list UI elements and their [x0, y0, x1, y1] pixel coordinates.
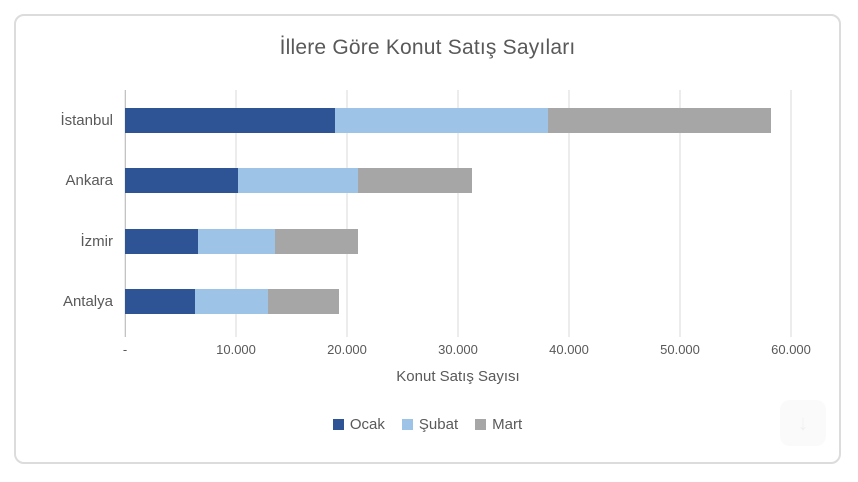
bar-segment-ocak: [125, 228, 199, 254]
bar-row: [125, 272, 791, 333]
x-tick-label: 30.000: [438, 342, 478, 357]
bar-rows: [125, 90, 791, 332]
legend-marker-icon: [332, 419, 344, 430]
category-label: İstanbul: [60, 111, 113, 129]
bar-segment-şubat: [238, 168, 359, 194]
legend-label: Ocak: [349, 416, 385, 433]
legend-item-mart: Mart: [475, 416, 522, 433]
x-tick-label: -: [122, 342, 128, 357]
bar-segment-şubat: [194, 289, 269, 315]
plot-area: [124, 90, 792, 337]
bar-segment-şubat: [198, 228, 275, 254]
gridline: [457, 90, 459, 337]
bar-segment-şubat: [334, 107, 548, 133]
x-tick-label: 20.000: [327, 342, 367, 357]
legend-label: Şubat: [418, 416, 459, 433]
gridline: [346, 90, 348, 337]
x-tick-label: 10.000: [216, 342, 256, 357]
gridline: [790, 90, 792, 337]
bar-segment-ocak: [125, 107, 335, 133]
ghost-download-icon: ↓: [780, 400, 826, 446]
category-label: İzmir: [80, 232, 114, 250]
legend: Ocak Şubat Mart: [16, 416, 839, 433]
bar-segment-mart: [274, 228, 359, 254]
legend-marker-icon: [475, 419, 487, 430]
bar-row: [125, 211, 791, 272]
chart-title: İllere Göre Konut Satış Sayıları: [279, 36, 576, 59]
x-tick-label: 60.000: [771, 342, 811, 357]
legend-item-ocak: Ocak: [332, 416, 385, 433]
bar-stack: [125, 107, 791, 133]
x-axis-title: Konut Satış Sayısı: [396, 368, 520, 385]
bar-segment-mart: [268, 289, 340, 315]
x-tick-label: 50.000: [660, 342, 700, 357]
legend-item-şubat: Şubat: [401, 416, 459, 433]
bar-segment-ocak: [125, 289, 195, 315]
legend-marker-icon: [401, 419, 413, 430]
bar-stack: [125, 289, 791, 315]
category-label: Ankara: [65, 172, 113, 190]
x-tick-label: 40.000: [549, 342, 589, 357]
bar-row: [125, 90, 791, 151]
bar-segment-ocak: [125, 168, 239, 194]
legend-label: Mart: [492, 416, 523, 433]
chart-frame: İllere Göre Konut Satış Sayıları İstanbu…: [14, 14, 841, 464]
gridline: [568, 90, 570, 337]
gridline: [235, 90, 237, 337]
y-axis-category-labels: İstanbul Ankara İzmir Antalya: [16, 90, 113, 332]
x-axis-tick-labels: - 10.000 20.000 30.000 40.000 50.000 60.000: [122, 342, 811, 358]
bar-segment-mart: [547, 107, 771, 133]
bar-row: [125, 151, 791, 212]
category-label: Antalya: [62, 293, 113, 311]
y-axis-line: [125, 90, 126, 337]
bar-stack: [125, 168, 791, 194]
bar-stack: [125, 228, 791, 254]
gridline: [679, 90, 681, 337]
bar-segment-mart: [358, 168, 473, 194]
